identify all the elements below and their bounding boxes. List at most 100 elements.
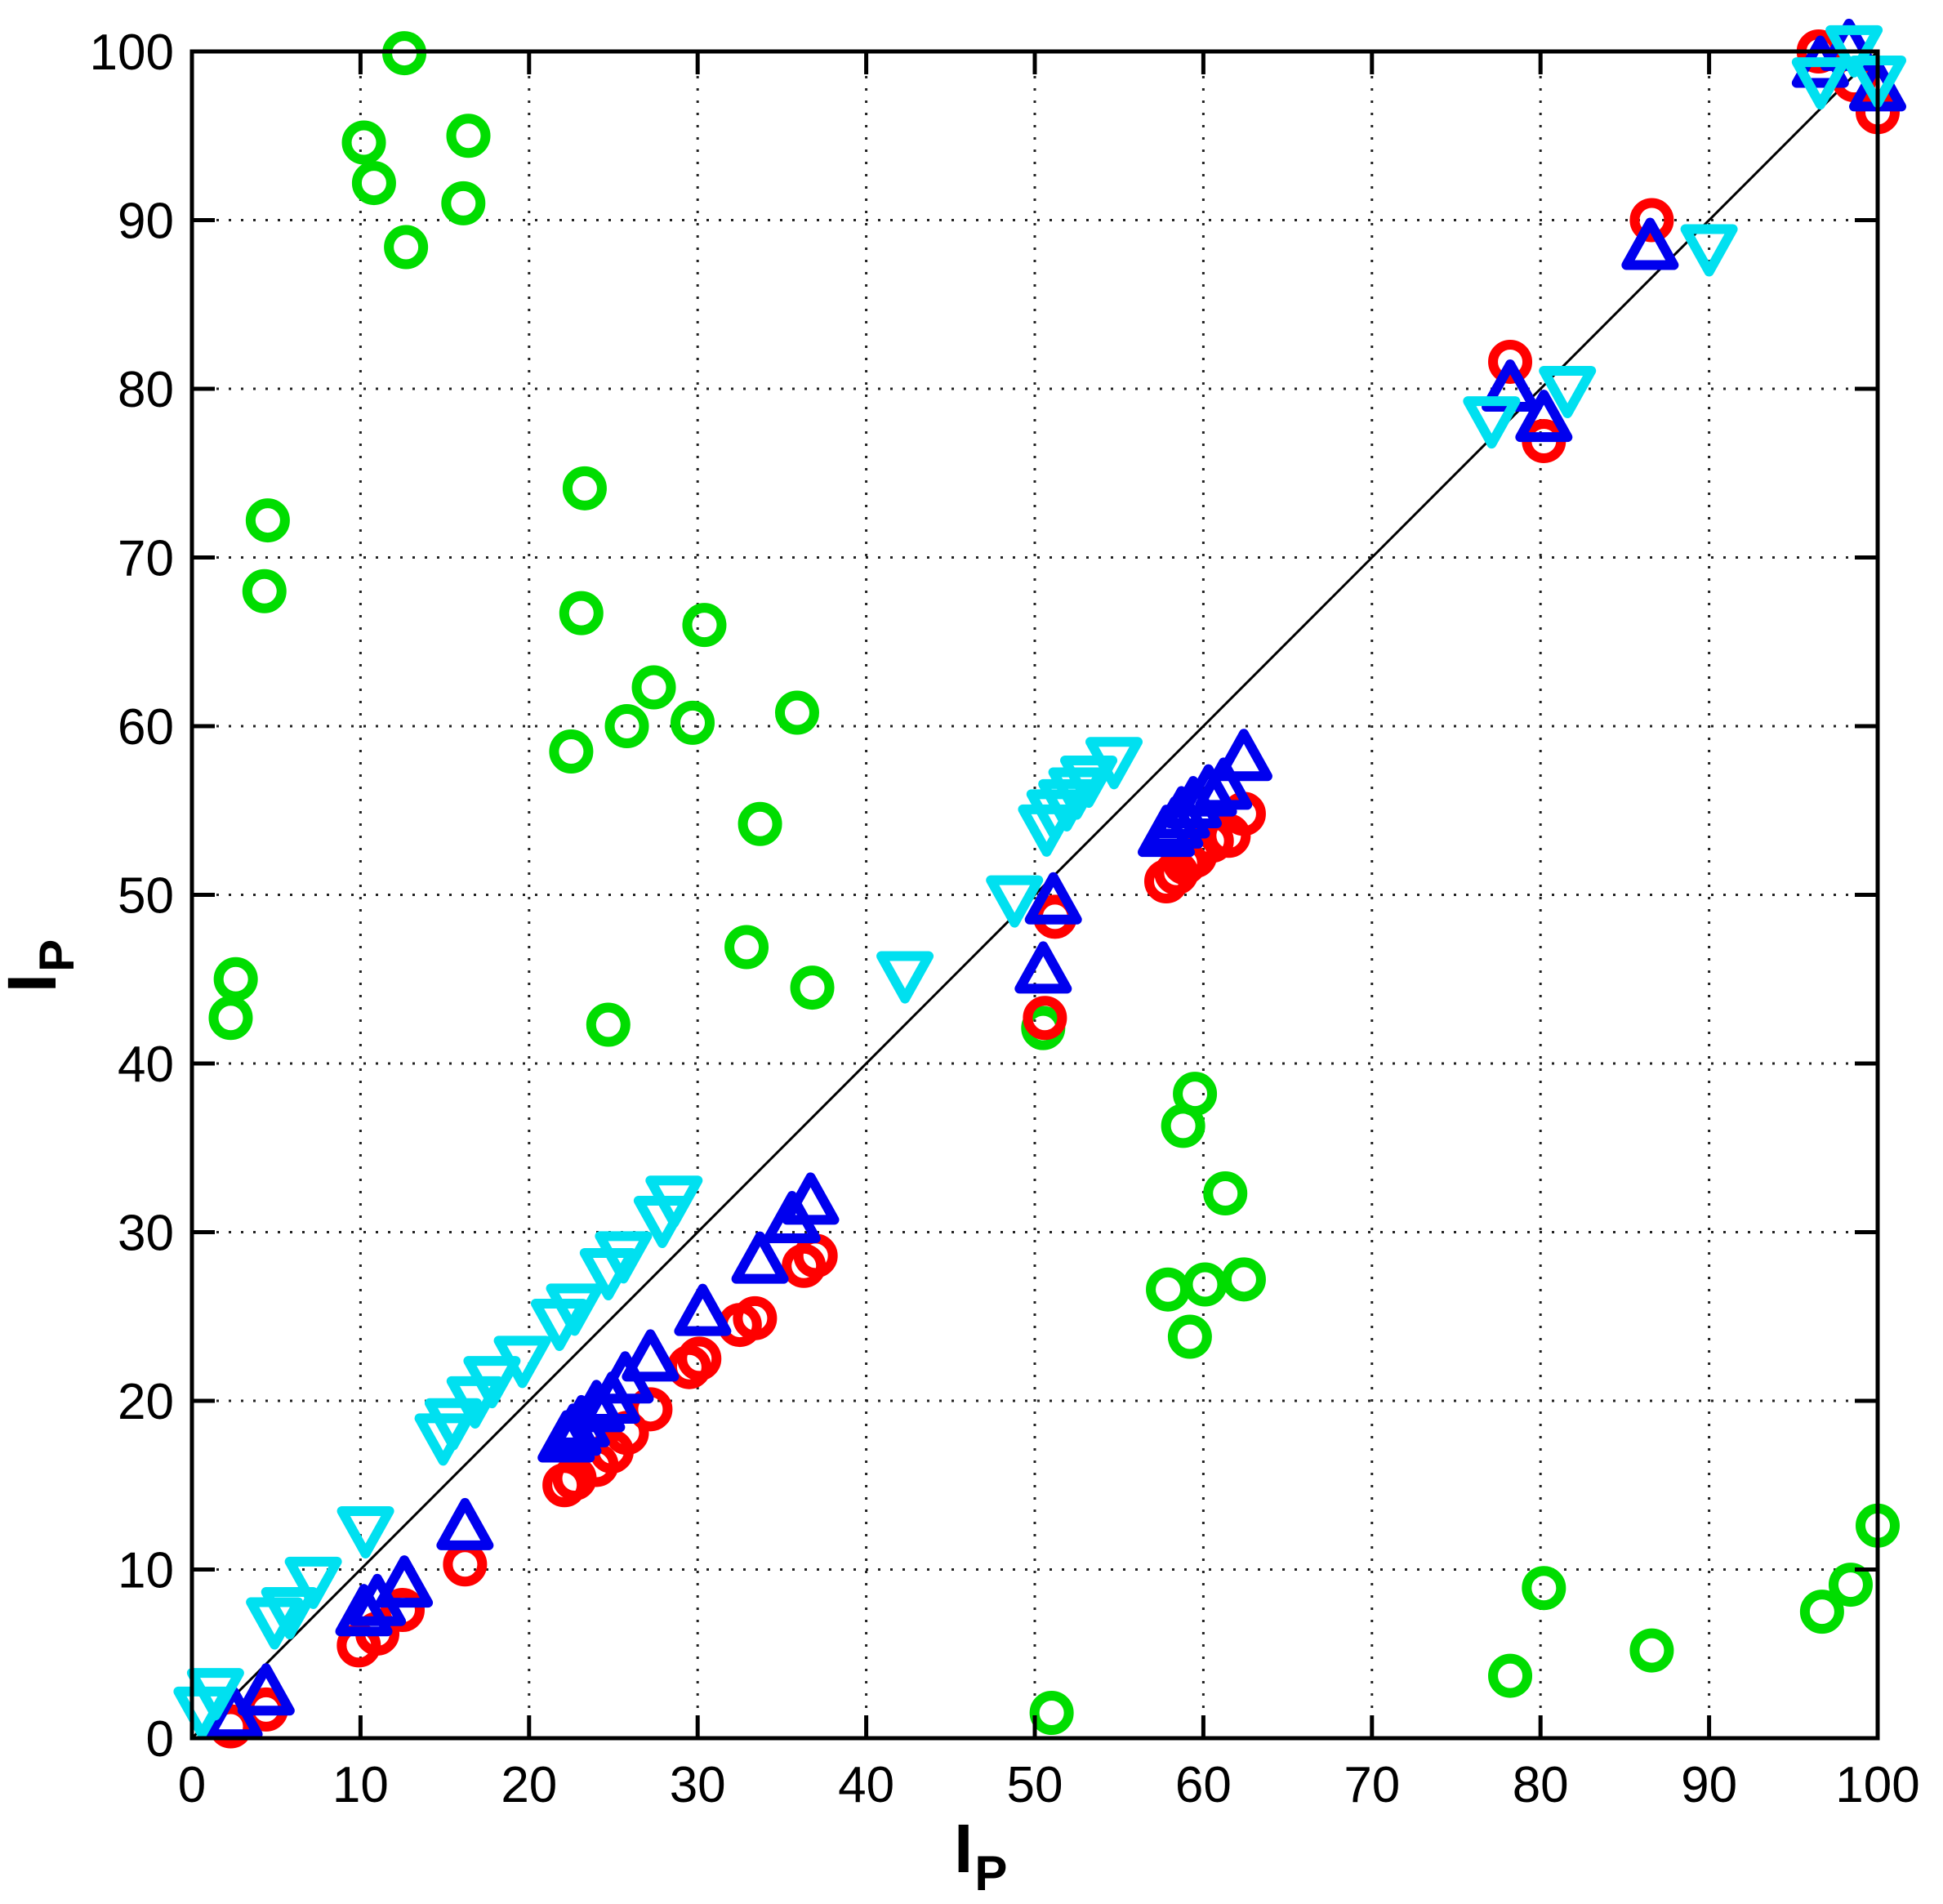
data-point-green-circles xyxy=(242,569,287,613)
x-tick-label: 80 xyxy=(1513,1757,1569,1813)
x-axis-label-main: I xyxy=(954,1810,974,1887)
tick-labels: 0 10 20 30 40 50 60 70 80 90 100 0 10 20 30 40 50 60 70 80 9… xyxy=(90,25,1920,1813)
axis-ticks xyxy=(189,49,1880,1741)
data-point-green-circles xyxy=(586,1002,631,1047)
data-point-green-circles xyxy=(208,996,253,1041)
data-point-blue-up-triangles xyxy=(1024,872,1082,925)
series-red-circles xyxy=(208,29,1900,1749)
data-point-cyan-down-triangles xyxy=(463,1356,521,1409)
data-point-green-circles xyxy=(738,801,782,846)
data-point-blue-up-triangles xyxy=(782,1172,840,1225)
data-point-cyan-down-triangles xyxy=(424,1398,482,1451)
data-point-cyan-down-triangles xyxy=(546,1283,604,1336)
data-point-cyan-down-triangles xyxy=(1085,737,1143,790)
y-tick-label: 70 xyxy=(118,531,174,587)
data-point-green-circles xyxy=(384,225,429,270)
data-point-green-circles xyxy=(562,466,607,511)
data-point-green-circles xyxy=(682,603,727,648)
data-point-cyan-down-triangles xyxy=(336,1505,394,1558)
data-point-green-circles xyxy=(213,956,258,1001)
data-point-green-circles xyxy=(604,704,649,748)
y-tick-label: 40 xyxy=(118,1037,174,1093)
data-point-red-circles xyxy=(1629,198,1674,243)
data-point-red-circles xyxy=(381,1588,425,1633)
data-point-green-circles xyxy=(631,665,676,710)
x-tick-label: 0 xyxy=(178,1757,206,1813)
data-point-cyan-down-triangles xyxy=(1539,366,1597,418)
data-point-blue-up-triangles xyxy=(1214,729,1272,782)
data-point-green-circles xyxy=(1161,1104,1205,1148)
data-point-green-circles xyxy=(1522,1566,1566,1611)
data-point-cyan-down-triangles xyxy=(876,951,934,1004)
data-point-blue-up-triangles xyxy=(1179,764,1237,817)
data-point-green-circles xyxy=(1488,1653,1533,1698)
series-cyan-down-triangles xyxy=(173,25,1906,1739)
data-point-green-circles xyxy=(724,925,769,970)
data-point-green-circles xyxy=(671,700,715,745)
data-point-green-circles xyxy=(1221,1257,1266,1302)
x-tick-label: 90 xyxy=(1681,1757,1737,1813)
data-point-cyan-down-triangles xyxy=(1060,756,1118,809)
data-point-cyan-down-triangles xyxy=(284,1556,342,1609)
data-point-cyan-down-triangles xyxy=(261,1587,319,1640)
data-point-green-circles xyxy=(441,181,486,225)
y-tick-label: 0 xyxy=(146,1711,174,1768)
data-point-cyan-down-triangles xyxy=(1026,789,1084,842)
y-tick-label: 100 xyxy=(90,25,174,81)
data-point-blue-up-triangles xyxy=(376,1555,434,1608)
y-tick-label: 60 xyxy=(118,699,174,756)
data-point-green-circles xyxy=(790,965,835,1010)
data-point-red-circles xyxy=(443,1542,488,1587)
x-axis-label-subscript: P xyxy=(974,1846,1008,1901)
data-point-green-circles xyxy=(1167,1314,1212,1359)
y-axis-label-subscript: P xyxy=(29,939,85,972)
x-axis-label: IP xyxy=(954,1809,1007,1901)
data-point-cyan-down-triangles xyxy=(986,875,1044,928)
x-tick-label: 100 xyxy=(1835,1757,1919,1813)
data-point-green-circles xyxy=(1146,1267,1191,1312)
data-point-red-circles xyxy=(733,1295,778,1340)
data-point-green-circles xyxy=(351,161,396,206)
y-axis-label-main: I xyxy=(0,973,71,993)
data-point-green-circles xyxy=(245,498,290,543)
data-point-cyan-down-triangles xyxy=(1680,224,1738,277)
data-point-blue-up-triangles xyxy=(568,1380,626,1433)
data-point-blue-up-triangles xyxy=(1014,941,1072,994)
data-point-green-circles xyxy=(1029,1691,1074,1736)
data-point-green-circles xyxy=(1629,1628,1674,1673)
data-point-blue-up-triangles xyxy=(1621,217,1679,270)
data-point-cyan-down-triangles xyxy=(645,1175,703,1228)
x-tick-label: 50 xyxy=(1007,1757,1063,1813)
series-green-circles xyxy=(208,31,1900,1736)
x-tick-label: 10 xyxy=(332,1757,389,1813)
y-tick-label: 50 xyxy=(118,868,174,925)
data-point-cyan-down-triangles xyxy=(1791,57,1849,110)
data-point-blue-up-triangles xyxy=(335,1584,393,1637)
data-point-green-circles xyxy=(1183,1262,1228,1307)
data-point-blue-up-triangles xyxy=(1515,390,1573,443)
data-point-green-circles xyxy=(774,690,819,735)
data-point-blue-up-triangles xyxy=(436,1497,494,1550)
data-point-green-circles xyxy=(446,114,491,158)
y-tick-label: 90 xyxy=(118,194,174,250)
data-point-green-circles xyxy=(1828,1563,1873,1607)
x-tick-label: 40 xyxy=(838,1757,894,1813)
data-point-cyan-down-triangles xyxy=(186,1668,244,1721)
y-tick-label: 80 xyxy=(118,362,174,418)
data-point-cyan-down-triangles xyxy=(595,1231,653,1284)
data-point-green-circles xyxy=(549,729,594,774)
data-point-green-circles xyxy=(559,591,604,635)
data-point-red-circles xyxy=(1488,339,1533,384)
data-point-cyan-down-triangles xyxy=(1463,396,1521,449)
data-point-green-circles xyxy=(341,120,386,165)
data-point-blue-up-triangles xyxy=(622,1329,680,1382)
x-tick-label: 60 xyxy=(1175,1757,1232,1813)
y-tick-label: 10 xyxy=(118,1543,174,1599)
data-point-blue-up-triangles xyxy=(237,1663,295,1716)
data-point-blue-up-triangles xyxy=(674,1283,732,1336)
x-tick-label: 70 xyxy=(1344,1757,1400,1813)
y-axis-label: IP xyxy=(0,939,84,993)
y-tick-label: 30 xyxy=(118,1206,174,1262)
